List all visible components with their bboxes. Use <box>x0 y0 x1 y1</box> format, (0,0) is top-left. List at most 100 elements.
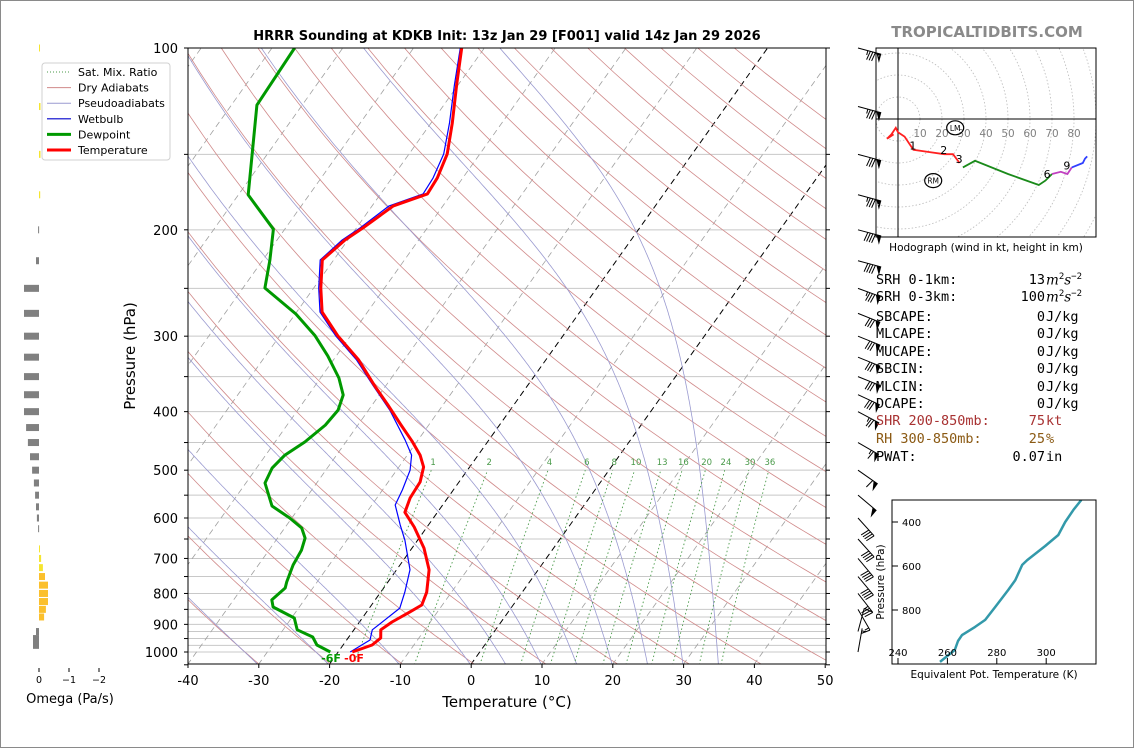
index-unit: J/kg <box>1046 379 1079 395</box>
dry-adiabat <box>294 48 826 509</box>
dry-adiabat <box>367 48 826 437</box>
temperature-line <box>319 48 464 654</box>
barb-flag <box>872 481 878 492</box>
index-value: 0 <box>1036 379 1045 395</box>
hodograph-ring-label: 10 <box>913 128 926 140</box>
barb-full <box>860 588 869 595</box>
barb-full <box>862 531 871 538</box>
wind-barb <box>857 260 882 276</box>
x-tick-label: 0 <box>467 674 475 689</box>
index-unit: kt <box>1046 413 1063 429</box>
index-unit: in <box>1046 449 1063 465</box>
omega-tick-label: −2 <box>92 675 106 686</box>
hodograph-ring-label: 20 <box>935 128 948 140</box>
barb-full <box>869 363 876 372</box>
legend-entry: Dry Adiabats <box>78 82 149 95</box>
y-axis-label: Pressure (hPa) <box>121 302 139 410</box>
barb-staff <box>857 287 881 298</box>
barb-full <box>863 232 869 241</box>
omega-bar <box>39 554 42 562</box>
omega-bar <box>36 628 39 636</box>
barb-flag <box>876 265 882 276</box>
hodograph-height-label: 3 <box>956 153 963 166</box>
hodograph-ring-label: 50 <box>1001 128 1014 140</box>
x-tick-label: 50 <box>817 674 834 689</box>
mixing-ratio-label: 6 <box>584 458 589 468</box>
wind-barb <box>857 47 882 63</box>
barb-full <box>865 292 871 301</box>
barb-full <box>868 51 874 61</box>
omega-bar <box>24 309 39 317</box>
barb-full <box>871 265 876 274</box>
mixing-ratio-line <box>720 470 770 664</box>
dewpoint-line <box>246 48 345 654</box>
barb-staff <box>857 576 874 596</box>
mixing-ratio-line <box>520 470 586 664</box>
freezing-isotherm <box>328 48 768 664</box>
barb-half <box>866 109 869 114</box>
omega-bar <box>39 613 45 621</box>
dry-adiabat <box>188 290 619 664</box>
storm-motion-label: RM <box>927 177 939 186</box>
barb-flag <box>875 294 881 305</box>
mixing-ratio-label: 10 <box>631 458 642 468</box>
omega-bar <box>39 150 41 158</box>
index-label: MLCIN: <box>876 379 925 395</box>
omega-bar <box>36 257 39 265</box>
mixing-ratio-label: 8 <box>611 458 616 468</box>
barb-full <box>867 451 874 459</box>
barb-staff <box>857 517 875 537</box>
dry-adiabat <box>188 535 332 664</box>
wind-barb <box>857 106 882 122</box>
barb-staff <box>857 153 882 162</box>
barb-full <box>860 529 870 536</box>
omega-bar <box>27 439 39 447</box>
y-tick-label: 900 <box>153 618 178 633</box>
theta-e-y-label: Pressure (hPa) <box>875 544 887 619</box>
index-unit: J/kg <box>1046 344 1079 360</box>
barb-staff <box>857 609 871 631</box>
index-value: 0 <box>1036 396 1045 412</box>
x-tick-label: 40 <box>746 674 763 689</box>
hodograph-segment <box>1071 155 1088 169</box>
omega-bar <box>30 453 39 461</box>
pseudoadiabat <box>188 155 577 664</box>
y-tick-label: 400 <box>153 406 178 421</box>
theta-e-x-label: Equivalent Pot. Temperature (K) <box>910 669 1077 681</box>
barb-flag <box>876 234 882 245</box>
dry-adiabat <box>188 52 826 622</box>
index-value: 0.07 <box>1012 449 1045 465</box>
index-row: PWAT: 0.07 in <box>876 449 1091 466</box>
index-value: 13 <box>1028 272 1045 288</box>
pseudoadiabat <box>188 596 258 664</box>
barb-flag <box>875 343 881 354</box>
theta-e-line <box>939 500 1083 663</box>
x-axis-label: Temperature (°C) <box>441 693 571 711</box>
barb-full <box>864 381 871 390</box>
index-value: 0 <box>1036 361 1045 377</box>
dry-adiabat <box>330 48 826 473</box>
index-unit: m2s−2 <box>1046 289 1083 306</box>
omega-bar <box>38 525 40 533</box>
barb-full <box>866 197 871 207</box>
omega-bar <box>39 581 48 589</box>
index-unit: J/kg <box>1046 326 1079 342</box>
legend-entry: Pseudoadiabats <box>78 97 165 110</box>
wind-barb <box>857 628 867 653</box>
mixing-ratio-line <box>573 470 636 664</box>
x-tick-label: 20 <box>605 674 622 689</box>
mixing-ratio-label: 2 <box>487 458 492 468</box>
storm-motion-marker <box>946 120 965 136</box>
barb-flag <box>874 452 879 463</box>
hodograph-height-label: 9 <box>1063 159 1070 172</box>
wind-barb <box>857 376 881 394</box>
barb-flag <box>875 402 880 413</box>
mixing-ratio-line <box>602 470 662 664</box>
theta-e-axes: 240 260 280 300 400 600 800 <box>888 518 1056 664</box>
surface-temperature-label: -0F <box>344 652 364 665</box>
wind-barb <box>857 287 881 305</box>
barb-half <box>866 417 870 422</box>
mixing-ratio-line <box>625 470 683 664</box>
omega-bar <box>24 391 39 399</box>
chart-title: HRRR Sounding at KDKB Init: 13z Jan 29 [… <box>253 29 760 44</box>
